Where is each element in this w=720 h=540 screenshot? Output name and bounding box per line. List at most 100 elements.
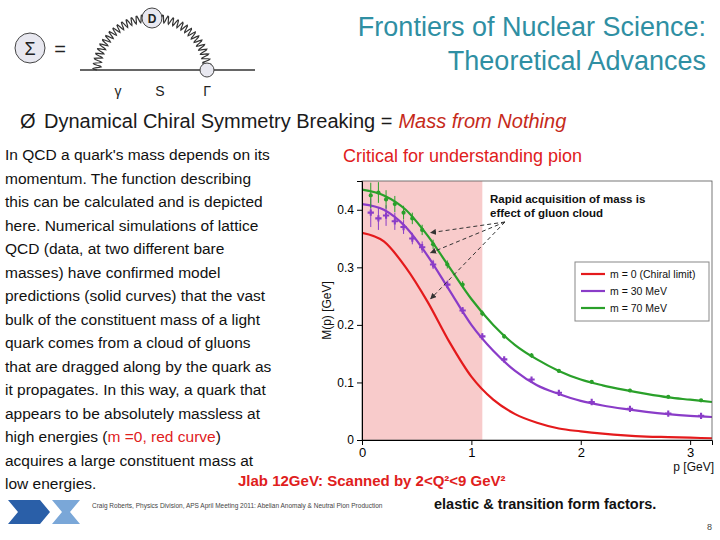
- shaded-range: [362, 181, 482, 440]
- x-axis: 0 1 2 3: [359, 440, 713, 460]
- body-line: low energies.: [5, 475, 96, 492]
- body-run: quark comes from a cloud of gluons: [5, 334, 251, 351]
- y-tick-label: 0.3: [337, 261, 354, 275]
- legend-label: m = 30 MeV: [610, 285, 667, 297]
- annotation-arrow: [431, 222, 505, 253]
- chart: 012300.10.20.30.4M(p) [GeV]p [GeV]Rapid …: [320, 181, 714, 474]
- lattice-point: [556, 390, 562, 396]
- vertex-blob: [200, 63, 214, 77]
- body-run: momentum. The function describing: [5, 170, 251, 187]
- lattice-point: [401, 211, 405, 215]
- lattice-point: [445, 262, 449, 266]
- lattice-point: [665, 410, 671, 416]
- x-tick: 1: [468, 440, 475, 460]
- lattice-point: [368, 210, 374, 216]
- body-line: QCD (data, at two different bare: [5, 240, 224, 257]
- body-run: ): [216, 428, 221, 445]
- y-tick-mark: [357, 267, 362, 268]
- propagator-blob: [142, 8, 162, 28]
- plot-area: [362, 181, 712, 440]
- series-line: [362, 204, 712, 417]
- x-tick-label: 1: [468, 445, 475, 460]
- y-tick: 0.4: [337, 203, 362, 217]
- body-run: bulk of the constituent mass of a light: [5, 311, 261, 328]
- y-tick-mark: [357, 440, 362, 441]
- body-run: QCD (data, at two different bare: [5, 240, 224, 257]
- x-tick-label: 3: [687, 445, 694, 460]
- diagram-label: γ: [115, 83, 122, 99]
- lattice-point: [479, 333, 485, 339]
- body-line: that are dragged along by the quark as: [5, 358, 272, 375]
- y-tick-label: 0.4: [337, 203, 354, 217]
- lattice-point: [529, 353, 533, 357]
- lattice-point: [459, 307, 465, 313]
- body-run: m =0, red curve: [108, 428, 216, 445]
- body-line: quark comes from a cloud of gluons: [5, 334, 251, 351]
- x-tick-label: 0: [359, 445, 366, 460]
- y-tick-label: 0: [347, 433, 354, 447]
- lattice-point: [628, 388, 632, 392]
- body-run: that are dragged along by the quark as: [5, 358, 272, 375]
- lattice-point: [376, 190, 380, 194]
- annotation: Rapid acquisition of mass is: [490, 193, 645, 205]
- x-tick: 3: [687, 440, 694, 460]
- lattice-point: [375, 215, 381, 221]
- legend: m = 0 (Chiral limit)m = 30 MeVm = 70 MeV: [575, 262, 709, 321]
- body-run: here. Numerical simulations of lattice: [5, 217, 258, 234]
- body-line: this can be calculated and is depicted: [5, 193, 263, 210]
- lattice-point: [400, 224, 406, 230]
- annotation-arrow: [431, 222, 505, 299]
- logo-shape: [52, 500, 80, 524]
- lattice-point: [419, 244, 425, 250]
- lattice-point: [557, 369, 561, 373]
- diagram-label: =: [54, 38, 66, 60]
- body-line: high energies (m =0, red curve): [5, 428, 221, 445]
- x-axis-title: p [GeV]: [673, 460, 714, 474]
- bullet-highlight: Mass from Nothing: [398, 110, 566, 132]
- body-line: masses) have confirmed model: [5, 264, 220, 281]
- lattice-point: [384, 197, 388, 201]
- body-run: high energies (: [5, 428, 108, 445]
- lattice-point: [431, 242, 435, 246]
- lattice-point: [392, 218, 398, 224]
- body-line: here. Numerical simulations of lattice: [5, 217, 258, 234]
- lattice-point: [393, 202, 397, 206]
- page-number: 8: [707, 522, 712, 532]
- body-run: acquires a large constituent mass at: [5, 452, 254, 469]
- body-line: bulk of the constituent mass of a light: [5, 311, 261, 328]
- plot-frame: [362, 181, 712, 440]
- slide-title: Frontiers of Nuclear Science:: [358, 12, 706, 42]
- diagram-label: S: [155, 83, 164, 99]
- lattice-point: [369, 193, 373, 197]
- annotation-arrow: [431, 222, 505, 233]
- y-tick: 0.1: [337, 376, 362, 390]
- body-line: appears to be absolutely massless at: [5, 405, 261, 422]
- quark-line: [80, 69, 255, 71]
- series-line: [362, 233, 712, 438]
- annotation: effect of gluon cloud: [490, 207, 603, 219]
- body-line: predictions (solid curves) that the vast: [5, 287, 266, 304]
- legend-box: [575, 262, 709, 321]
- y-tick-label: 0.1: [337, 376, 354, 390]
- legend-swatch: [581, 307, 605, 309]
- footer-note-end: elastic & transition form factors.: [434, 496, 656, 512]
- x-tick: 2: [578, 440, 585, 460]
- slide: Σ=DγSΓFrontiers of Nuclear Science:Theor…: [0, 0, 720, 540]
- body-line: acquires a large constituent mass at: [5, 452, 254, 469]
- body-run: appears to be absolutely massless at: [5, 405, 261, 422]
- bullet-main: Dynamical Chiral Symmetry Breaking =: [44, 110, 392, 132]
- y-tick: 0.2: [337, 318, 362, 332]
- body-run: low energies.: [5, 475, 96, 492]
- bullet-symbol: Ø: [20, 110, 36, 132]
- self-energy-blob: [15, 33, 45, 63]
- lattice-point: [528, 376, 534, 382]
- lattice-point: [698, 413, 704, 419]
- body-line: it propagates. In this way, a quark that: [5, 381, 266, 398]
- y-axis: 0 0.1 0.2 0.3 0.4: [337, 182, 362, 448]
- lattice-point: [383, 212, 389, 218]
- logo-shape: [8, 500, 50, 524]
- body-run: predictions (solid curves) that the vast: [5, 287, 266, 304]
- lattice-point: [627, 406, 633, 412]
- y-tick-mark: [357, 210, 362, 211]
- y-tick: 0.3: [337, 261, 362, 275]
